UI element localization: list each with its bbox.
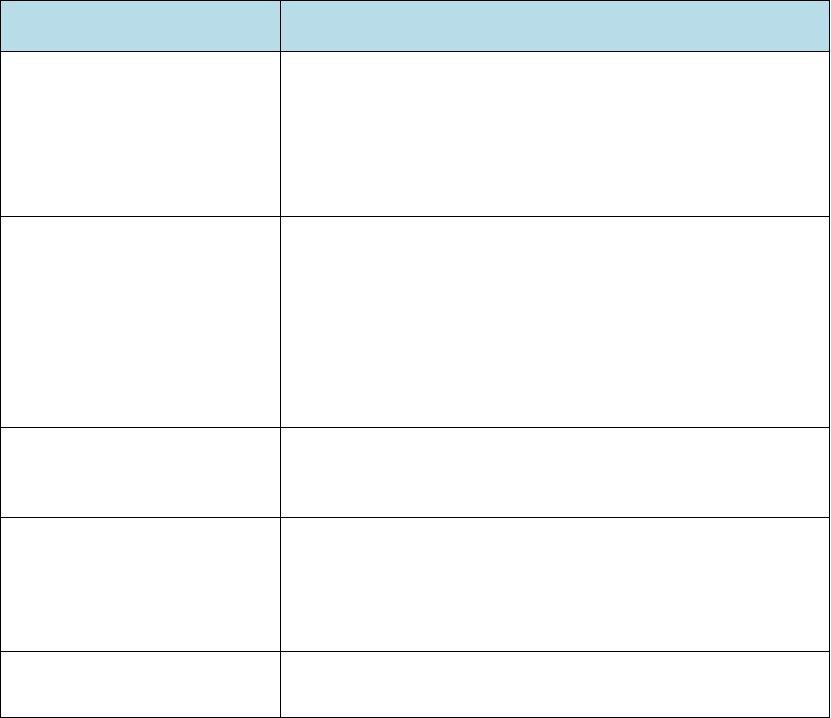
header-row [0,0,830,51]
